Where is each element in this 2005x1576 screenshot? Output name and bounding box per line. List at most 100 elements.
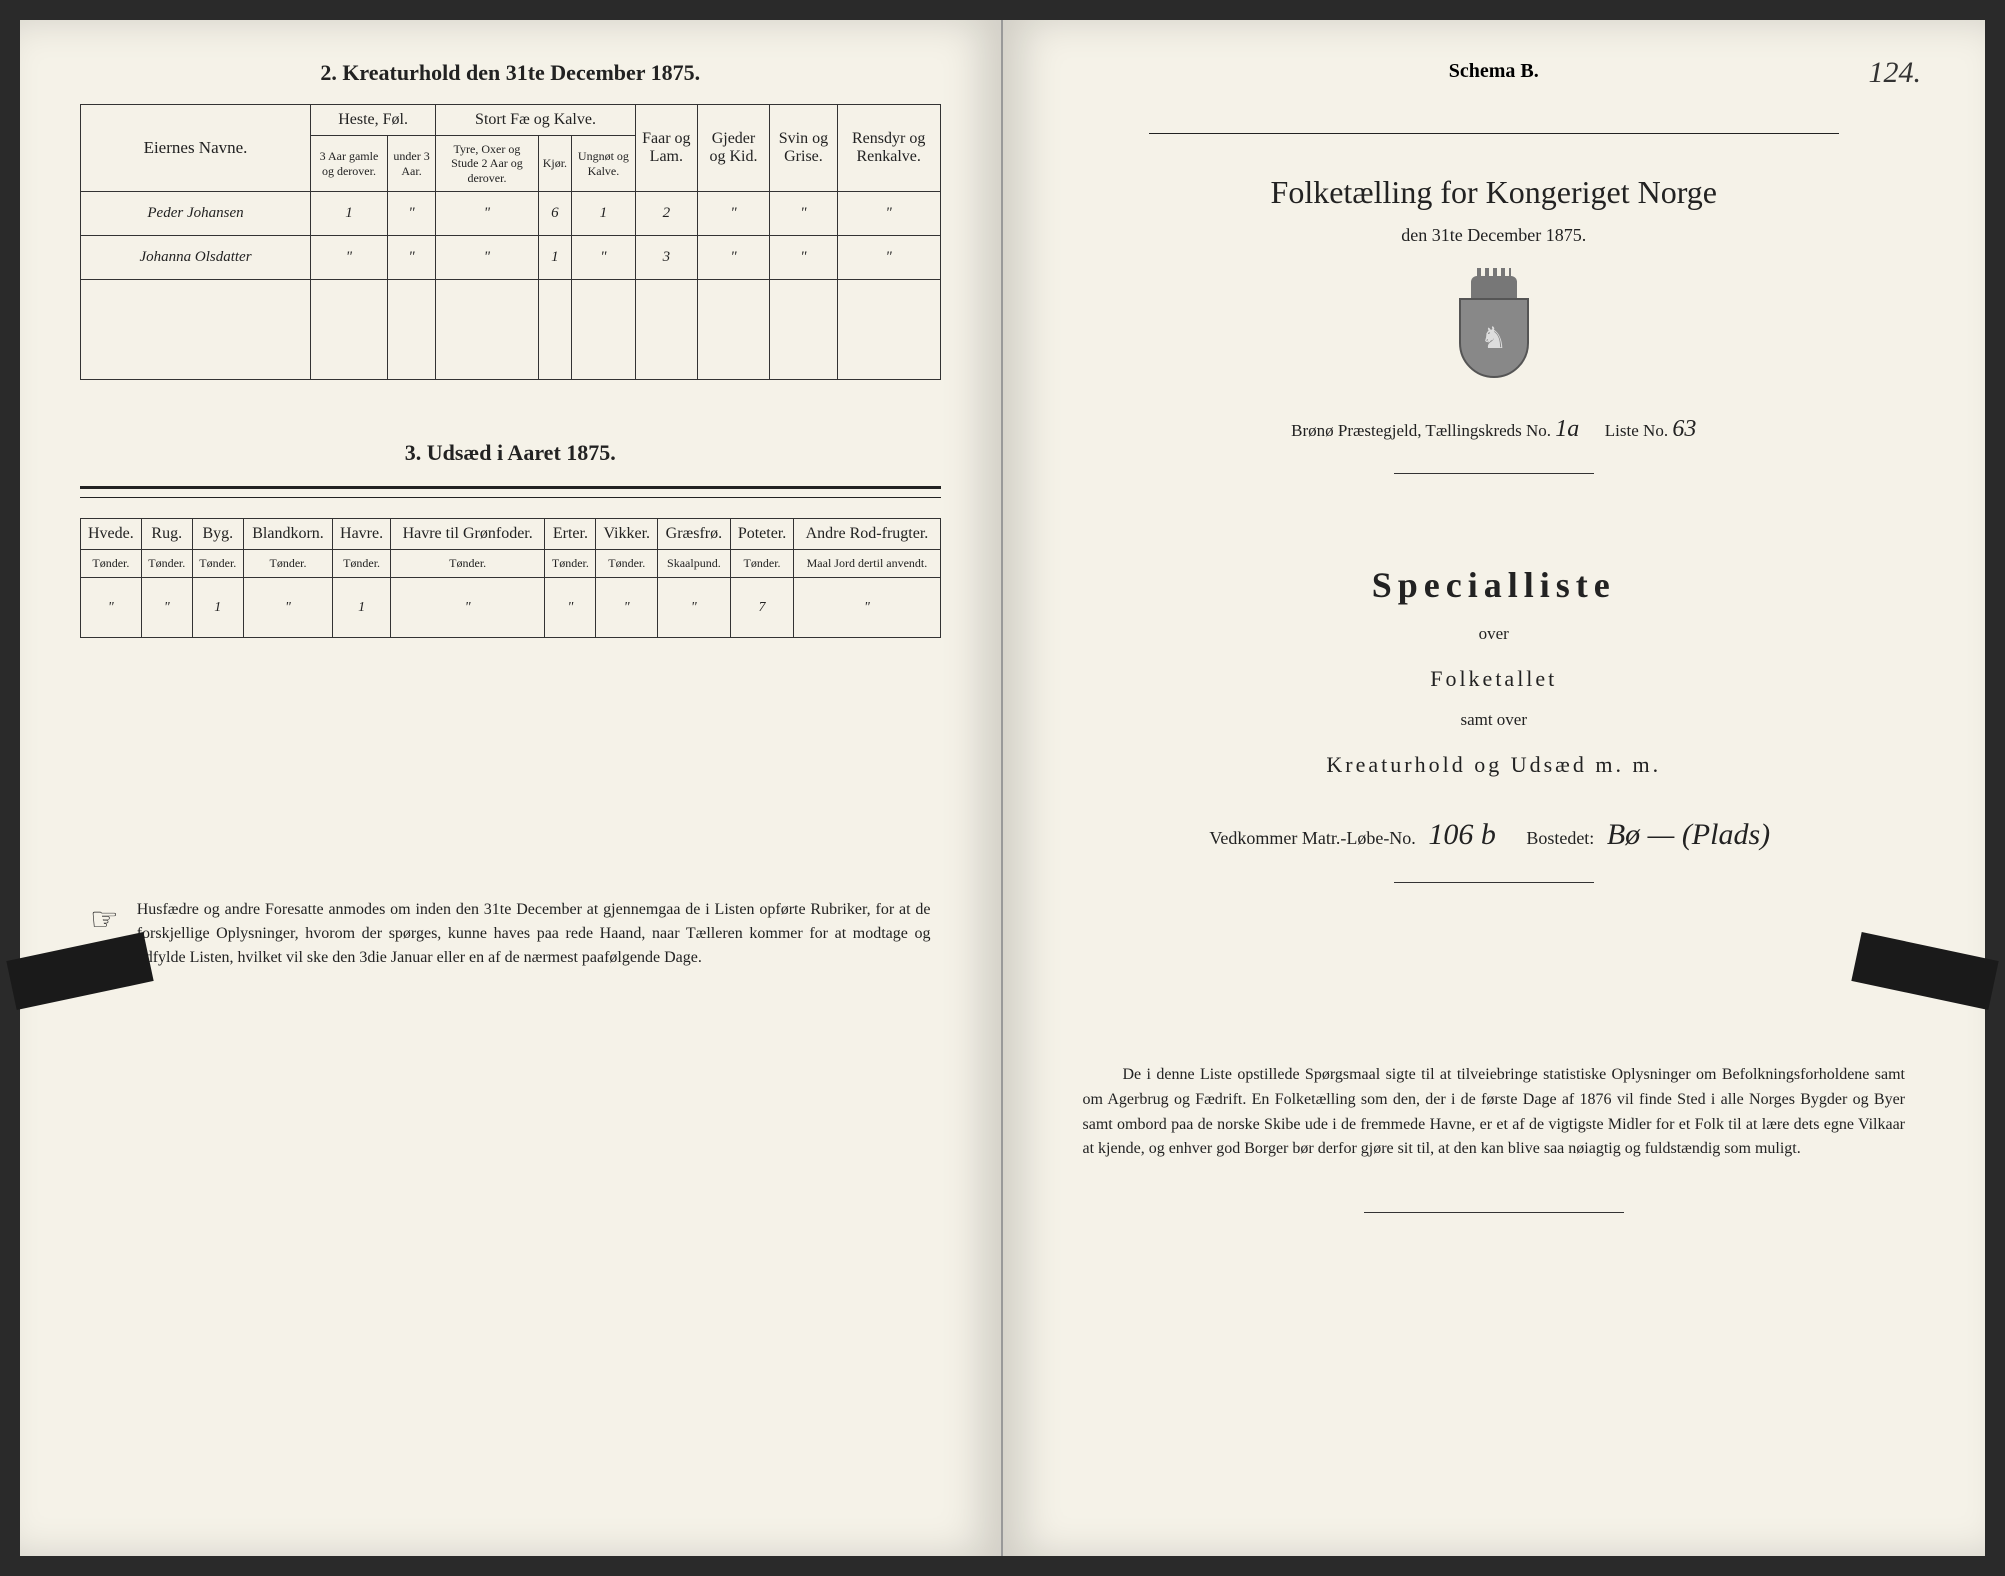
rule xyxy=(1394,882,1594,883)
cell: " xyxy=(697,192,769,236)
cell: " xyxy=(311,236,388,280)
col-heste-a: 3 Aar gamle og derover. xyxy=(311,136,388,192)
page-number: 124. xyxy=(1869,56,1922,90)
schema-label: Schema B. xyxy=(1063,60,1926,83)
cell: " xyxy=(81,578,142,638)
census-date: den 31te December 1875. xyxy=(1063,225,1926,246)
cell: 1 xyxy=(538,236,571,280)
col: Græsfrø. xyxy=(658,519,731,550)
rule xyxy=(1149,133,1839,134)
cell: 7 xyxy=(730,578,794,638)
col: Byg. xyxy=(192,519,243,550)
col-sub: Tønder. xyxy=(141,550,192,578)
cell: " xyxy=(596,578,658,638)
samt-label: samt over xyxy=(1063,710,1926,730)
footnote-block: ☞ Husfædre og andre Foresatte anmodes om… xyxy=(80,898,941,970)
col: Havre. xyxy=(333,519,391,550)
cell: " xyxy=(545,578,596,638)
cell: " xyxy=(436,192,539,236)
left-page: 2. Kreaturhold den 31te December 1875. E… xyxy=(20,20,1003,1556)
rule xyxy=(1394,473,1594,474)
col-stort-a: Tyre, Oxer og Stude 2 Aar og derover. xyxy=(436,136,539,192)
cell: 1 xyxy=(311,192,388,236)
col-sub: Skaalpund. xyxy=(658,550,731,578)
col-sub: Tønder. xyxy=(81,550,142,578)
owner-name: Johanna Olsdatter xyxy=(81,236,311,280)
parish-prefix: Brønø Præstegjeld, Tællingskreds No. xyxy=(1291,421,1551,440)
col: Poteter. xyxy=(730,519,794,550)
col-stort-b: Kjør. xyxy=(538,136,571,192)
col-heste: Heste, Føl. xyxy=(311,105,436,136)
footnote-text: Husfædre og andre Foresatte anmodes om i… xyxy=(137,898,931,970)
cell: " xyxy=(770,192,838,236)
liste-number: 63 xyxy=(1672,416,1696,442)
col-sub: Tønder. xyxy=(243,550,332,578)
col-ren: Rensdyr og Renkalve. xyxy=(837,105,940,192)
col: Blandkorn. xyxy=(243,519,332,550)
bostedet-value: Bø — (Plads) xyxy=(1607,818,1770,851)
cell: 1 xyxy=(333,578,391,638)
cell: 3 xyxy=(635,236,697,280)
census-title: Folketælling for Kongeriget Norge xyxy=(1063,174,1926,211)
cell: " xyxy=(837,236,940,280)
table-row-empty xyxy=(81,280,941,380)
bottom-paragraph: De i denne Liste opstillede Spørgsmaal s… xyxy=(1063,1063,1926,1162)
col: Vikker. xyxy=(596,519,658,550)
cell: " xyxy=(387,192,435,236)
kreatur-label: Kreaturhold og Udsæd m. m. xyxy=(1063,752,1926,778)
section2-title: 2. Kreaturhold den 31te December 1875. xyxy=(80,60,941,86)
cell: " xyxy=(658,578,731,638)
cell: " xyxy=(837,192,940,236)
folketallet-label: Folketallet xyxy=(1063,666,1926,692)
rule xyxy=(1364,1212,1624,1213)
col-svin: Svin og Grise. xyxy=(770,105,838,192)
liste-label: Liste No. xyxy=(1605,421,1668,440)
col-stort: Stort Fæ og Kalve. xyxy=(436,105,636,136)
col-sub: Tønder. xyxy=(596,550,658,578)
coat-of-arms-icon: ♞ xyxy=(1449,276,1539,386)
right-page: 124. Schema B. Folketælling for Kongerig… xyxy=(1003,20,1986,1556)
over-label: over xyxy=(1063,624,1926,644)
cell: " xyxy=(770,236,838,280)
owner-name: Peder Johansen xyxy=(81,192,311,236)
col: Hvede. xyxy=(81,519,142,550)
table-udsaed: Hvede. Rug. Byg. Blandkorn. Havre. Havre… xyxy=(80,518,941,638)
table-kreaturhold: Eiernes Navne. Heste, Føl. Stort Fæ og K… xyxy=(80,104,941,380)
specialliste-title: Specialliste xyxy=(1063,564,1926,606)
cell: 2 xyxy=(635,192,697,236)
col-eiernes-navne: Eiernes Navne. xyxy=(81,105,311,192)
table-row: Peder Johansen 1 " " 6 1 2 " " " xyxy=(81,192,941,236)
cell: " xyxy=(243,578,332,638)
cell: " xyxy=(387,236,435,280)
col: Andre Rod-frugter. xyxy=(794,519,940,550)
bostedet-label: Bostedet: xyxy=(1526,828,1594,848)
col-gjeder: Gjeder og Kid. xyxy=(697,105,769,192)
col-sub: Tønder. xyxy=(730,550,794,578)
pointing-hand-icon: ☞ xyxy=(90,900,119,938)
cell: " xyxy=(794,578,940,638)
col: Rug. xyxy=(141,519,192,550)
col-faar: Faar og Lam. xyxy=(635,105,697,192)
cell: 1 xyxy=(192,578,243,638)
cell: " xyxy=(436,236,539,280)
rule xyxy=(80,497,941,498)
shield-icon: ♞ xyxy=(1459,298,1529,378)
crown-icon xyxy=(1471,276,1517,298)
cell: " xyxy=(141,578,192,638)
matr-line: Vedkommer Matr.-Løbe-No. 106 b Bostedet:… xyxy=(1063,818,1926,852)
book-spread: 2. Kreaturhold den 31te December 1875. E… xyxy=(20,20,1985,1556)
col-sub: Tønder. xyxy=(333,550,391,578)
col: Havre til Grønfoder. xyxy=(390,519,544,550)
table-row: " " 1 " 1 " " " " 7 " xyxy=(81,578,941,638)
cell: " xyxy=(572,236,636,280)
col-heste-b: under 3 Aar. xyxy=(387,136,435,192)
cell: 1 xyxy=(572,192,636,236)
matr-no: 106 b xyxy=(1428,818,1496,851)
col-sub: Tønder. xyxy=(390,550,544,578)
cell: 6 xyxy=(538,192,571,236)
section3-title: 3. Udsæd i Aaret 1875. xyxy=(80,440,941,466)
cell: " xyxy=(697,236,769,280)
rule xyxy=(80,486,941,489)
col-sub: Maal Jord dertil anvendt. xyxy=(794,550,940,578)
col-sub: Tønder. xyxy=(545,550,596,578)
